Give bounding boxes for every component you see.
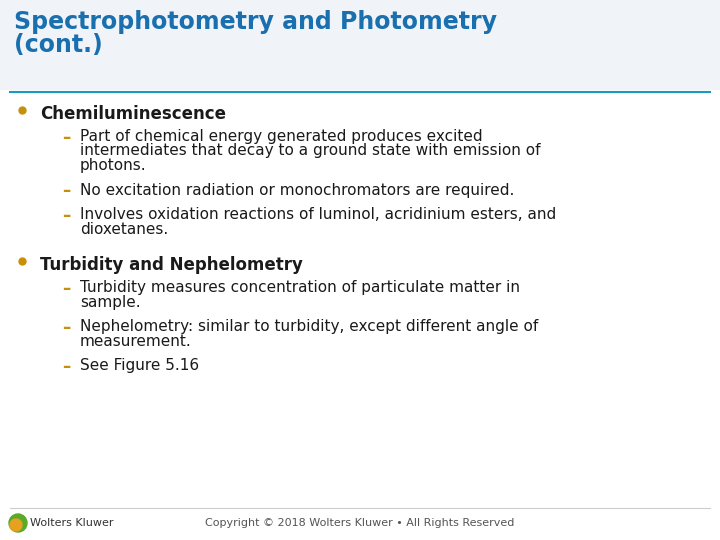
Text: Involves oxidation reactions of luminol, acridinium esters, and: Involves oxidation reactions of luminol,… xyxy=(80,207,557,222)
Text: –: – xyxy=(62,207,71,225)
Text: –: – xyxy=(62,358,71,376)
Text: Turbidity measures concentration of particulate matter in: Turbidity measures concentration of part… xyxy=(80,280,520,295)
Text: Wolters Kluwer: Wolters Kluwer xyxy=(30,518,114,528)
Text: Nephelometry: similar to turbidity, except different angle of: Nephelometry: similar to turbidity, exce… xyxy=(80,319,539,334)
Text: See Figure 5.16: See Figure 5.16 xyxy=(80,358,199,373)
Text: Spectrophotometry and Photometry: Spectrophotometry and Photometry xyxy=(14,10,497,34)
Text: dioxetanes.: dioxetanes. xyxy=(80,221,168,237)
Text: No excitation radiation or monochromators are required.: No excitation radiation or monochromator… xyxy=(80,183,514,198)
Text: sample.: sample. xyxy=(80,294,140,309)
Circle shape xyxy=(9,514,27,532)
Text: Chemiluminescence: Chemiluminescence xyxy=(40,105,226,123)
Text: –: – xyxy=(62,129,71,147)
Text: (cont.): (cont.) xyxy=(14,33,103,57)
Text: Copyright © 2018 Wolters Kluwer • All Rights Reserved: Copyright © 2018 Wolters Kluwer • All Ri… xyxy=(205,518,515,528)
Text: Turbidity and Nephelometry: Turbidity and Nephelometry xyxy=(40,256,303,274)
Text: –: – xyxy=(62,280,71,298)
Text: Part of chemical energy generated produces excited: Part of chemical energy generated produc… xyxy=(80,129,482,144)
Circle shape xyxy=(10,519,22,531)
Text: measurement.: measurement. xyxy=(80,334,192,348)
Text: intermediates that decay to a ground state with emission of: intermediates that decay to a ground sta… xyxy=(80,144,541,159)
Bar xyxy=(0,0,720,90)
Text: photons.: photons. xyxy=(80,158,147,173)
Text: –: – xyxy=(62,319,71,337)
Text: –: – xyxy=(62,183,71,200)
